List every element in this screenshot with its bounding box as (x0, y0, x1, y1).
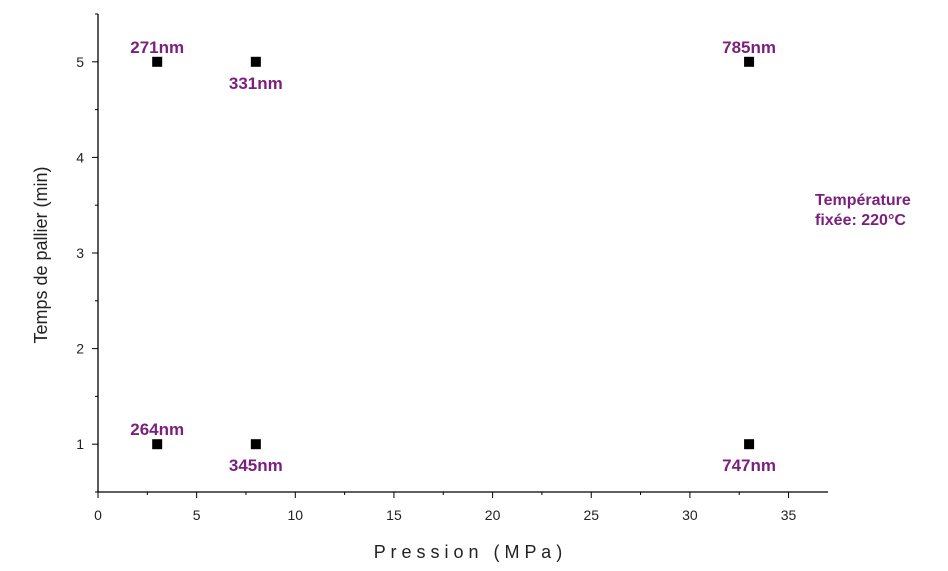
x-tick-label: 5 (193, 507, 201, 523)
data-point (250, 439, 261, 450)
x-tick-label: 20 (485, 507, 501, 523)
x-tick-label: 10 (288, 507, 304, 523)
y-tick-label: 2 (76, 341, 84, 357)
x-ticks: 0 5 10 15 20 25 30 35 (94, 492, 797, 523)
data-label: 785nm (722, 38, 776, 57)
x-axis-title: P r e s s i o n ( M P a ) (374, 542, 562, 562)
data-point (152, 56, 163, 67)
y-tick-label: 3 (76, 245, 84, 261)
x-tick-label: 15 (386, 507, 402, 523)
x-tick-label: 35 (781, 507, 797, 523)
y-tick-label: 1 (76, 436, 84, 452)
y-tick-label: 4 (76, 149, 84, 165)
x-tick-label: 25 (583, 507, 599, 523)
data-point (250, 56, 261, 67)
data-points: 271nm 331nm 785nm 264nm 345nm 747nm (130, 38, 776, 475)
annotation-line-1: Température (815, 192, 911, 209)
data-point (152, 439, 163, 450)
data-point (744, 439, 755, 450)
data-label: 345nm (229, 456, 283, 475)
data-label: 264nm (130, 420, 184, 439)
x-tick-label: 30 (682, 507, 698, 523)
data-label: 331nm (229, 74, 283, 93)
data-label: 747nm (722, 456, 776, 475)
data-point (744, 56, 755, 67)
y-axis-title: Temps de pallier (min) (31, 166, 51, 343)
y-tick-label: 5 (76, 54, 84, 70)
y-ticks: 1 2 3 4 5 (76, 13, 98, 493)
data-label: 271nm (130, 38, 184, 57)
x-tick-label: 0 (94, 507, 102, 523)
annotation-line-2: fixée: 220°C (815, 212, 906, 229)
